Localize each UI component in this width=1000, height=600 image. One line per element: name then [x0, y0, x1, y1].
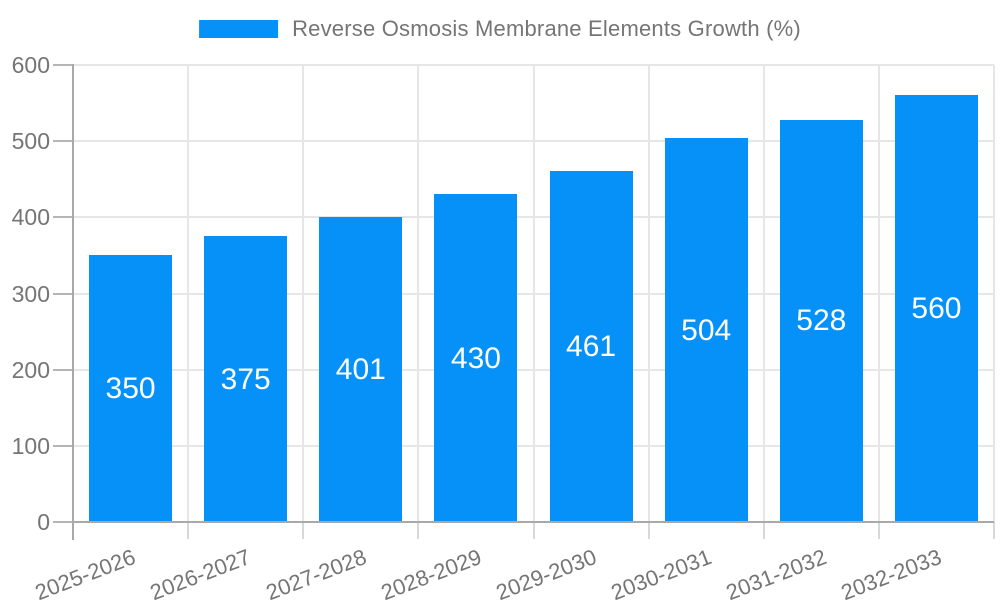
y-tick — [53, 140, 73, 143]
bar[interactable] — [894, 95, 978, 521]
x-gridline — [302, 65, 305, 522]
x-axis-tick-label: 2029-2030 — [492, 544, 600, 600]
bar-value-label: 401 — [335, 352, 386, 386]
bar-value-label: 504 — [681, 313, 732, 347]
x-gridline — [187, 65, 190, 522]
plot-area: 0 100 200 300 400 500 600 350 2025-2026 375 2026-2… — [12, 53, 995, 600]
legend-swatch — [199, 20, 279, 38]
y-tick — [53, 368, 73, 371]
x-axis-tick-label: 2031-2032 — [722, 544, 830, 600]
y-axis-tick-label: 600 — [11, 52, 50, 78]
bar-value-label: 461 — [566, 329, 617, 363]
bar[interactable] — [434, 194, 518, 521]
bar-value-label: 528 — [796, 304, 847, 338]
x-axis-tick-label: 2027-2028 — [262, 544, 370, 600]
x-gridline — [762, 65, 765, 522]
x-axis-tick-label: 2026-2027 — [147, 544, 255, 600]
x-axis-tick-label: 2030-2031 — [607, 544, 715, 600]
y-axis-tick-label: 200 — [11, 356, 50, 383]
bar[interactable] — [549, 170, 633, 521]
y-axis-tick-label: 300 — [11, 280, 50, 307]
y-axis-tick-label: 400 — [11, 204, 50, 231]
y-tick — [53, 444, 73, 447]
legend-label: Reverse Osmosis Membrane Elements Growth… — [292, 16, 801, 41]
x-axis-tick-label: 2025-2026 — [31, 544, 140, 600]
x-tick — [302, 522, 305, 539]
x-tick — [877, 522, 880, 539]
y-axis-line — [72, 64, 74, 540]
x-gridline — [877, 65, 880, 522]
bar[interactable] — [89, 255, 173, 521]
x-axis-line — [73, 521, 994, 523]
x-tick — [993, 522, 995, 539]
y-axis-tick-label: 0 — [37, 509, 50, 535]
x-gridline — [647, 65, 650, 522]
x-tick — [762, 522, 765, 539]
bar-value-label: 350 — [105, 372, 156, 406]
bar[interactable] — [319, 216, 403, 521]
bar[interactable] — [664, 138, 748, 521]
bar[interactable] — [204, 236, 288, 521]
y-axis-tick-label: 500 — [11, 128, 50, 155]
x-gridline — [532, 65, 535, 522]
y-tick — [53, 521, 73, 523]
bar-value-label: 430 — [450, 341, 501, 375]
x-axis-tick-label: 2028-2029 — [377, 544, 485, 600]
x-gridline — [993, 65, 995, 522]
x-tick — [532, 522, 535, 539]
legend[interactable]: Reverse Osmosis Membrane Elements Growth… — [199, 16, 801, 42]
y-axis-tick-label: 100 — [11, 432, 50, 459]
x-axis-tick-label: 2032-2033 — [837, 544, 946, 600]
x-gridline — [417, 65, 420, 522]
x-tick — [417, 522, 420, 539]
bar[interactable] — [779, 119, 863, 521]
y-tick — [53, 216, 73, 219]
x-tick — [187, 522, 190, 539]
x-tick — [647, 522, 650, 539]
bar-value-label: 375 — [220, 362, 271, 396]
y-tick — [53, 64, 73, 66]
y-tick — [53, 292, 73, 295]
bar-value-label: 560 — [911, 292, 962, 326]
